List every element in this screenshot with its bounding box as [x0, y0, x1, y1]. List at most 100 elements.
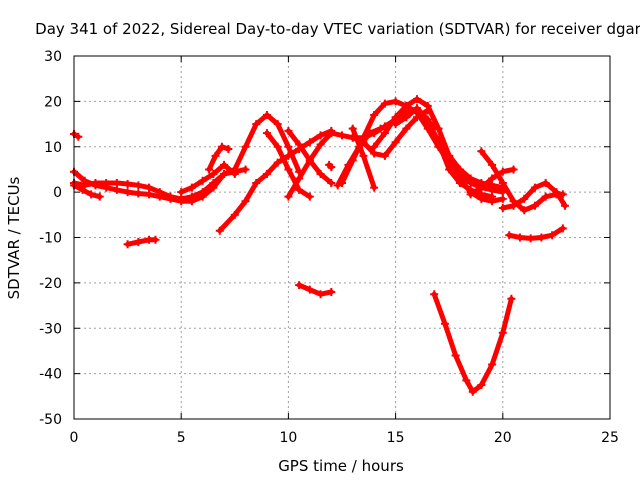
x-tick-label: 15	[387, 430, 405, 446]
data-point-marker	[230, 210, 239, 219]
series-arc-13	[296, 282, 334, 297]
data-point-marker	[211, 151, 220, 160]
data-traces	[70, 95, 569, 396]
data-point-marker	[177, 194, 186, 203]
data-point-marker	[380, 151, 389, 160]
x-tick-label: 20	[494, 430, 512, 446]
data-point-marker	[468, 387, 477, 396]
data-point-marker	[455, 165, 464, 174]
series-arc-9	[232, 112, 302, 175]
data-point-marker	[537, 233, 546, 242]
data-point-marker	[509, 201, 518, 210]
data-point-marker	[451, 351, 460, 360]
data-point-marker	[177, 188, 186, 197]
data-point-marker	[91, 179, 100, 188]
data-point-marker	[305, 138, 314, 147]
data-point-marker	[430, 290, 439, 299]
x-tick-label: 5	[177, 430, 186, 446]
data-point-marker	[359, 138, 368, 147]
data-point-marker	[434, 124, 443, 133]
data-point-marker	[252, 120, 261, 129]
data-point-marker	[462, 376, 471, 385]
data-point-marker	[230, 165, 239, 174]
data-point-marker	[365, 129, 374, 138]
data-point-marker	[477, 147, 486, 156]
data-point-marker	[455, 179, 464, 188]
data-point-marker	[209, 179, 218, 188]
data-point-marker	[262, 129, 271, 138]
data-point-marker	[402, 101, 411, 110]
data-point-marker	[209, 169, 218, 178]
data-point-marker	[74, 132, 83, 141]
x-tick-label: 0	[70, 430, 79, 446]
data-point-marker	[305, 156, 314, 165]
data-point-marker	[488, 174, 497, 183]
data-point-marker	[423, 115, 432, 124]
data-point-marker	[95, 192, 104, 201]
data-point-marker	[198, 188, 207, 197]
series-arc-18	[350, 107, 431, 159]
y-axis-label: SDTVAR / TECUs	[5, 176, 23, 299]
data-point-marker	[284, 126, 293, 135]
series-arc-7	[206, 144, 231, 172]
data-point-marker	[78, 185, 87, 194]
data-point-marker	[220, 169, 229, 178]
data-point-marker	[541, 192, 550, 201]
data-point-marker	[327, 287, 336, 296]
data-point-marker	[530, 183, 539, 192]
data-point-marker	[466, 190, 475, 199]
data-point-marker	[391, 97, 400, 106]
data-point-marker	[344, 160, 353, 169]
data-point-marker	[87, 190, 96, 199]
data-point-marker	[205, 165, 214, 174]
data-point-marker	[284, 192, 293, 201]
x-axis-label: GPS time / hours	[278, 457, 404, 475]
data-point-marker	[445, 151, 454, 160]
data-point-marker	[112, 179, 121, 188]
data-point-marker	[552, 188, 561, 197]
data-point-marker	[488, 181, 497, 190]
data-point-marker	[123, 179, 132, 188]
data-point-marker	[423, 122, 432, 131]
data-point-marker	[488, 192, 497, 201]
data-point-marker	[402, 113, 411, 122]
y-tick-label: 20	[44, 94, 62, 110]
series-arc-4	[71, 182, 103, 200]
data-point-marker	[520, 194, 529, 203]
y-tick-label: -30	[39, 321, 62, 337]
data-point-marker	[338, 131, 346, 140]
data-point-marker	[155, 188, 164, 197]
data-point-marker	[305, 192, 314, 201]
data-point-marker	[477, 183, 486, 192]
data-point-marker	[515, 233, 524, 242]
y-tick-label: -50	[39, 412, 62, 428]
data-point-marker	[316, 140, 325, 149]
data-point-marker	[498, 167, 507, 176]
data-point-marker	[284, 165, 293, 174]
data-point-marker	[112, 185, 121, 194]
data-point-marker	[134, 181, 143, 190]
data-point-marker	[413, 95, 422, 104]
data-point-marker	[262, 169, 271, 178]
data-point-marker	[295, 140, 304, 149]
data-point-marker	[241, 165, 250, 174]
data-point-marker	[558, 224, 567, 233]
data-point-marker	[145, 190, 154, 199]
data-point-marker	[498, 194, 507, 203]
data-point-marker	[445, 165, 454, 174]
data-point-marker	[327, 129, 336, 138]
y-tick-label: -10	[39, 231, 62, 247]
y-tick-label: 30	[44, 49, 62, 65]
data-point-marker	[80, 181, 89, 190]
data-point-marker	[509, 165, 518, 174]
data-point-marker	[370, 142, 379, 151]
data-point-marker	[359, 151, 368, 160]
data-point-marker	[134, 189, 143, 198]
data-point-marker	[477, 380, 486, 389]
data-point-marker	[541, 179, 550, 188]
data-point-marker	[505, 231, 514, 240]
data-point-marker	[380, 99, 389, 108]
data-point-marker	[498, 179, 507, 188]
data-point-marker	[560, 201, 569, 210]
data-point-marker	[333, 181, 342, 190]
